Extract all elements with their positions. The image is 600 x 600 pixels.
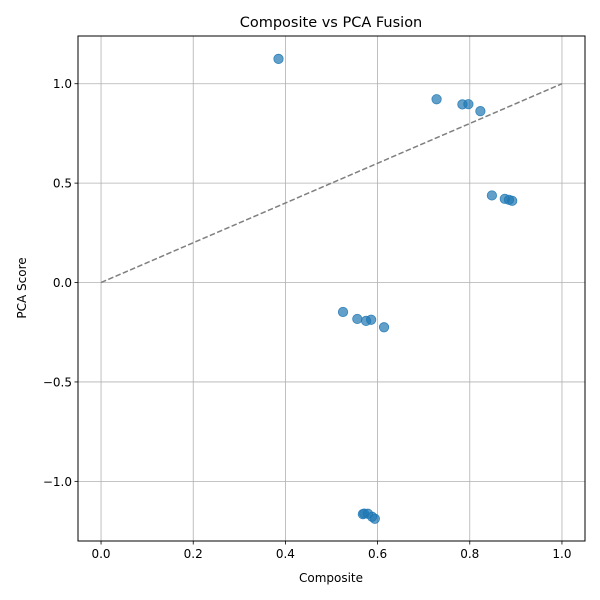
data-point [337, 306, 349, 318]
y-tick-label: −0.5 [43, 375, 72, 389]
data-point [431, 94, 442, 105]
data-point [475, 106, 486, 117]
x-tick-label: 0.4 [276, 547, 295, 561]
x-tick-label: 0.6 [368, 547, 387, 561]
x-tick-label: 0.8 [460, 547, 479, 561]
y-axis-ticks: −1.0 −0.5 0.0 0.5 1.0 [43, 77, 78, 489]
chart-title: Composite vs PCA Fusion [240, 15, 423, 31]
data-point [463, 99, 474, 110]
data-point [366, 314, 377, 325]
data-points [273, 53, 518, 524]
grid [78, 36, 585, 541]
data-point [352, 313, 363, 325]
plot-frame [77, 35, 586, 542]
y-tick-label: 0.5 [53, 177, 72, 191]
y-tick-label: −1.0 [43, 475, 72, 489]
x-tick-label: 0.2 [184, 547, 203, 561]
x-axis-ticks: 0.0 0.2 0.4 0.6 0.8 1.0 [91, 541, 572, 561]
data-point [486, 190, 497, 201]
reference-line-group [100, 83, 563, 284]
data-point [273, 53, 284, 64]
x-tick-label: 0.0 [91, 547, 110, 561]
data-point [378, 322, 390, 333]
x-axis-label: Composite [299, 571, 363, 585]
data-point [507, 195, 518, 206]
reference-line [100, 83, 563, 284]
y-axis-label: PCA Score [15, 257, 29, 318]
data-point [369, 513, 380, 524]
x-tick-label: 1.0 [552, 547, 571, 561]
y-tick-label: 1.0 [53, 77, 72, 91]
y-tick-label: 0.0 [53, 276, 72, 290]
